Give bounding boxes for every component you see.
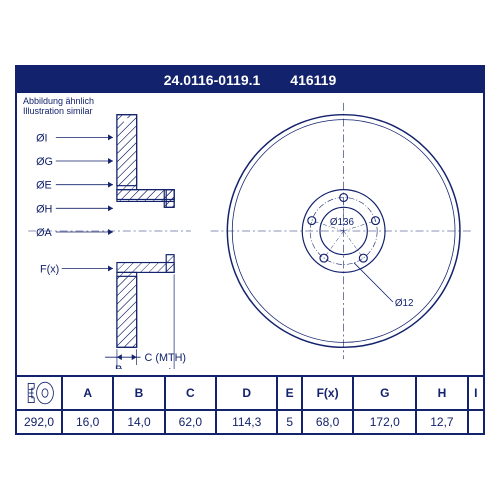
spec-val-D: 62,0 xyxy=(165,410,216,434)
drawing-frame: 24.0116-0119.1 416119 Abbildung ähnlich … xyxy=(15,65,485,435)
svg-text:F(x): F(x) xyxy=(40,263,59,275)
svg-text:ØH: ØH xyxy=(36,203,52,215)
spec-col-B: B xyxy=(113,376,164,410)
spec-col-H: H xyxy=(416,376,467,410)
svg-text:ØE: ØE xyxy=(36,180,52,192)
spec-col-D: D xyxy=(216,376,277,410)
spec-val-B: 16,0 xyxy=(62,410,113,434)
svg-text:Ø12: Ø12 xyxy=(395,298,414,309)
svg-text:Ø136: Ø136 xyxy=(330,217,355,228)
spec-col-F(x): F(x) xyxy=(302,376,353,410)
part-number: 24.0116-0119.1 xyxy=(164,72,261,88)
svg-text:C (MTH): C (MTH) xyxy=(145,352,187,364)
spec-val-E: 114,3 xyxy=(216,410,277,434)
title-bar: 24.0116-0119.1 416119 xyxy=(17,67,483,93)
svg-text:ØI: ØI xyxy=(36,132,47,144)
svg-text:ØA: ØA xyxy=(36,227,52,239)
disc-icon-cell xyxy=(16,376,62,410)
ref-number: 416119 xyxy=(290,72,336,88)
disc-section-icon xyxy=(21,381,57,405)
svg-text:B: B xyxy=(115,364,122,369)
technical-drawing: Ø136 Ø12 ØIØGØEØHØA F(x) B C (MTH) D xyxy=(17,93,483,369)
spec-col-A: A xyxy=(62,376,113,410)
spec-val-I: 12,7 xyxy=(416,410,467,434)
spec-col-C: C xyxy=(165,376,216,410)
spec-col-E: E xyxy=(277,376,302,410)
spec-col-I: I xyxy=(468,376,484,410)
svg-text:ØG: ØG xyxy=(36,156,53,168)
spec-col-G: G xyxy=(353,376,416,410)
spec-val-H: 172,0 xyxy=(353,410,416,434)
spec-val-C: 14,0 xyxy=(113,410,164,434)
spec-table: ABCDEF(x)GHI 292,016,014,062,0114,3568,0… xyxy=(15,375,485,435)
spec-val-F(x): 5 xyxy=(277,410,302,434)
spec-val-G: 68,0 xyxy=(302,410,353,434)
spec-val-A: 292,0 xyxy=(16,410,62,434)
